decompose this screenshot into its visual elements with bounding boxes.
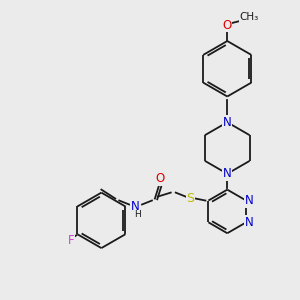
Text: N: N (131, 200, 140, 213)
Text: N: N (245, 194, 254, 207)
Text: N: N (223, 116, 232, 129)
Text: CH₃: CH₃ (239, 12, 259, 22)
Text: H: H (134, 210, 140, 219)
Text: F: F (68, 234, 75, 247)
Text: O: O (223, 19, 232, 32)
Text: S: S (187, 192, 195, 205)
Text: N: N (223, 167, 232, 180)
Text: N: N (245, 216, 254, 229)
Text: O: O (155, 172, 164, 185)
